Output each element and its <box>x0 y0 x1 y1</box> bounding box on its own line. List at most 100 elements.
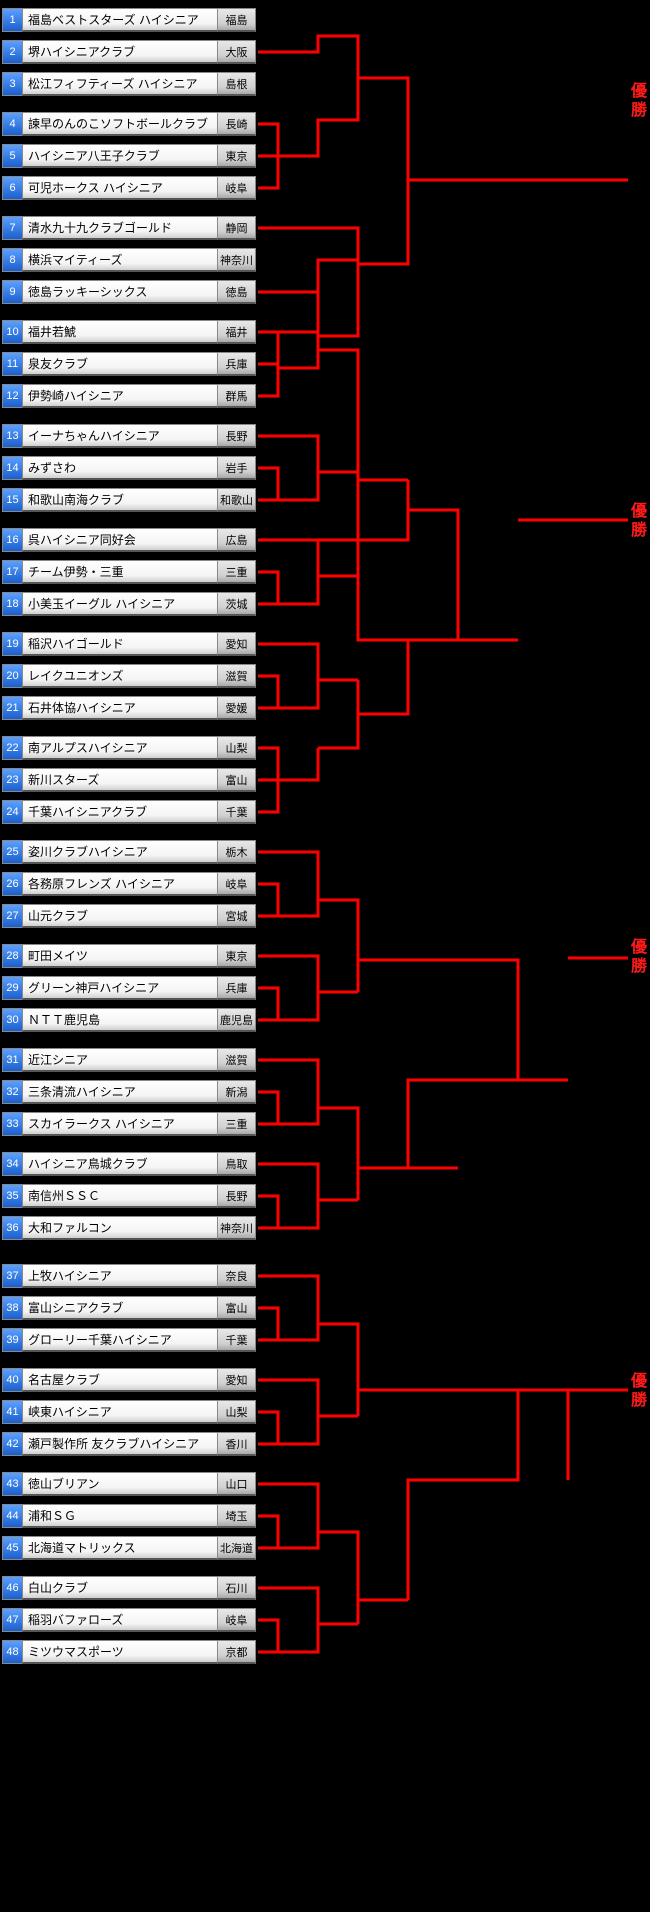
prefecture: 兵庫 <box>218 352 256 376</box>
team-row: 10福井若鯱福井 <box>2 320 256 344</box>
prefecture: 群馬 <box>218 384 256 408</box>
seed-number: 42 <box>2 1432 22 1456</box>
team-row: 22南アルプスハイシニア山梨 <box>2 736 256 760</box>
team-row: 47稲羽バファローズ岐阜 <box>2 1608 256 1632</box>
team-row: 43徳山ブリアン山口 <box>2 1472 256 1496</box>
team-name: ミツウマスポーツ <box>22 1640 218 1664</box>
seed-number: 11 <box>2 352 22 376</box>
team-row: 30ＮＴＴ鹿児島鹿児島 <box>2 1008 256 1032</box>
prefecture: 大阪 <box>218 40 256 64</box>
prefecture: 神奈川 <box>218 248 256 272</box>
team-name: 徳島ラッキーシックス <box>22 280 218 304</box>
team-name: 山元クラブ <box>22 904 218 928</box>
prefecture: 山口 <box>218 1472 256 1496</box>
seed-number: 7 <box>2 216 22 240</box>
seed-number: 27 <box>2 904 22 928</box>
team-row: 44浦和ＳＧ埼玉 <box>2 1504 256 1528</box>
seed-number: 46 <box>2 1576 22 1600</box>
team-row: 24千葉ハイシニアクラブ千葉 <box>2 800 256 824</box>
team-name: 和歌山南海クラブ <box>22 488 218 512</box>
team-row: 33スカイラークス ハイシニア三重 <box>2 1112 256 1136</box>
prefecture: 三重 <box>218 1112 256 1136</box>
seed-number: 9 <box>2 280 22 304</box>
winner-label: 優勝 <box>624 502 648 540</box>
team-row: 45北海道マトリックス北海道 <box>2 1536 256 1560</box>
seed-number: 6 <box>2 176 22 200</box>
prefecture: 富山 <box>218 768 256 792</box>
team-row: 4諫早のんのこソフトボールクラブ長崎 <box>2 112 256 136</box>
prefecture: 長野 <box>218 1184 256 1208</box>
team-row: 25姿川クラブハイシニア栃木 <box>2 840 256 864</box>
team-row: 2堺ハイシニアクラブ大阪 <box>2 40 256 64</box>
prefecture: 京都 <box>218 1640 256 1664</box>
team-name: レイクユニオンズ <box>22 664 218 688</box>
team-name: 三条清流ハイシニア <box>22 1080 218 1104</box>
team-name: 堺ハイシニアクラブ <box>22 40 218 64</box>
team-name: 稲沢ハイゴールド <box>22 632 218 656</box>
team-row: 28町田メイツ東京 <box>2 944 256 968</box>
team-name: 福井若鯱 <box>22 320 218 344</box>
team-row: 9徳島ラッキーシックス徳島 <box>2 280 256 304</box>
team-name: 瀬戸製作所 友クラブハイシニア <box>22 1432 218 1456</box>
seed-number: 13 <box>2 424 22 448</box>
prefecture: 徳島 <box>218 280 256 304</box>
seed-number: 17 <box>2 560 22 584</box>
team-row: 12伊勢崎ハイシニア群馬 <box>2 384 256 408</box>
team-row: 26各務原フレンズ ハイシニア岐阜 <box>2 872 256 896</box>
prefecture: 岩手 <box>218 456 256 480</box>
tournament-bracket: 1福島ベストスターズ ハイシニア福島2堺ハイシニアクラブ大阪3松江フィフティーズ… <box>0 0 650 1912</box>
prefecture: 北海道 <box>218 1536 256 1560</box>
seed-number: 2 <box>2 40 22 64</box>
prefecture: 福島 <box>218 8 256 32</box>
prefecture: 愛知 <box>218 1368 256 1392</box>
team-row: 29グリーン神戸ハイシニア兵庫 <box>2 976 256 1000</box>
team-name: みずさわ <box>22 456 218 480</box>
prefecture: 栃木 <box>218 840 256 864</box>
winner-label: 優勝 <box>624 938 648 976</box>
team-row: 42瀬戸製作所 友クラブハイシニア香川 <box>2 1432 256 1456</box>
team-name: 北海道マトリックス <box>22 1536 218 1560</box>
bracket-path <box>258 1060 518 1228</box>
team-row: 13イーナちゃんハイシニア長野 <box>2 424 256 448</box>
seed-number: 12 <box>2 384 22 408</box>
seed-number: 35 <box>2 1184 22 1208</box>
team-name: 姿川クラブハイシニア <box>22 840 218 864</box>
prefecture: 岐阜 <box>218 872 256 896</box>
team-row: 31近江シニア滋賀 <box>2 1048 256 1072</box>
team-row: 39グローリー千葉ハイシニア千葉 <box>2 1328 256 1352</box>
team-row: 32三条清流ハイシニア新潟 <box>2 1080 256 1104</box>
team-name: 各務原フレンズ ハイシニア <box>22 872 218 896</box>
seed-number: 24 <box>2 800 22 824</box>
team-name: ハイシニア鳥城クラブ <box>22 1152 218 1176</box>
prefecture: 石川 <box>218 1576 256 1600</box>
prefecture: 神奈川 <box>218 1216 256 1240</box>
seed-number: 33 <box>2 1112 22 1136</box>
prefecture: 埼玉 <box>218 1504 256 1528</box>
team-name: 南信州ＳＳＣ <box>22 1184 218 1208</box>
team-name: グリーン神戸ハイシニア <box>22 976 218 1000</box>
team-row: 38富山シニアクラブ富山 <box>2 1296 256 1320</box>
prefecture: 鳥取 <box>218 1152 256 1176</box>
team-row: 11泉友クラブ兵庫 <box>2 352 256 376</box>
team-name: 清水九十九クラブゴールド <box>22 216 218 240</box>
team-name: 浦和ＳＧ <box>22 1504 218 1528</box>
team-row: 20レイクユニオンズ滋賀 <box>2 664 256 688</box>
prefecture: 東京 <box>218 944 256 968</box>
seed-number: 1 <box>2 8 22 32</box>
team-name: 新川スターズ <box>22 768 218 792</box>
team-name: 白山クラブ <box>22 1576 218 1600</box>
prefecture: 滋賀 <box>218 664 256 688</box>
prefecture: 岐阜 <box>218 176 256 200</box>
prefecture: 東京 <box>218 144 256 168</box>
team-name: 名古屋クラブ <box>22 1368 218 1392</box>
seed-number: 39 <box>2 1328 22 1352</box>
team-row: 34ハイシニア鳥城クラブ鳥取 <box>2 1152 256 1176</box>
team-name: 石井体協ハイシニア <box>22 696 218 720</box>
team-name: 福島ベストスターズ ハイシニア <box>22 8 218 32</box>
prefecture: 山梨 <box>218 1400 256 1424</box>
team-row: 40名古屋クラブ愛知 <box>2 1368 256 1392</box>
prefecture: 愛知 <box>218 632 256 656</box>
team-row: 41峡東ハイシニア山梨 <box>2 1400 256 1424</box>
team-row: 27山元クラブ宮城 <box>2 904 256 928</box>
bracket-path <box>258 852 628 1080</box>
